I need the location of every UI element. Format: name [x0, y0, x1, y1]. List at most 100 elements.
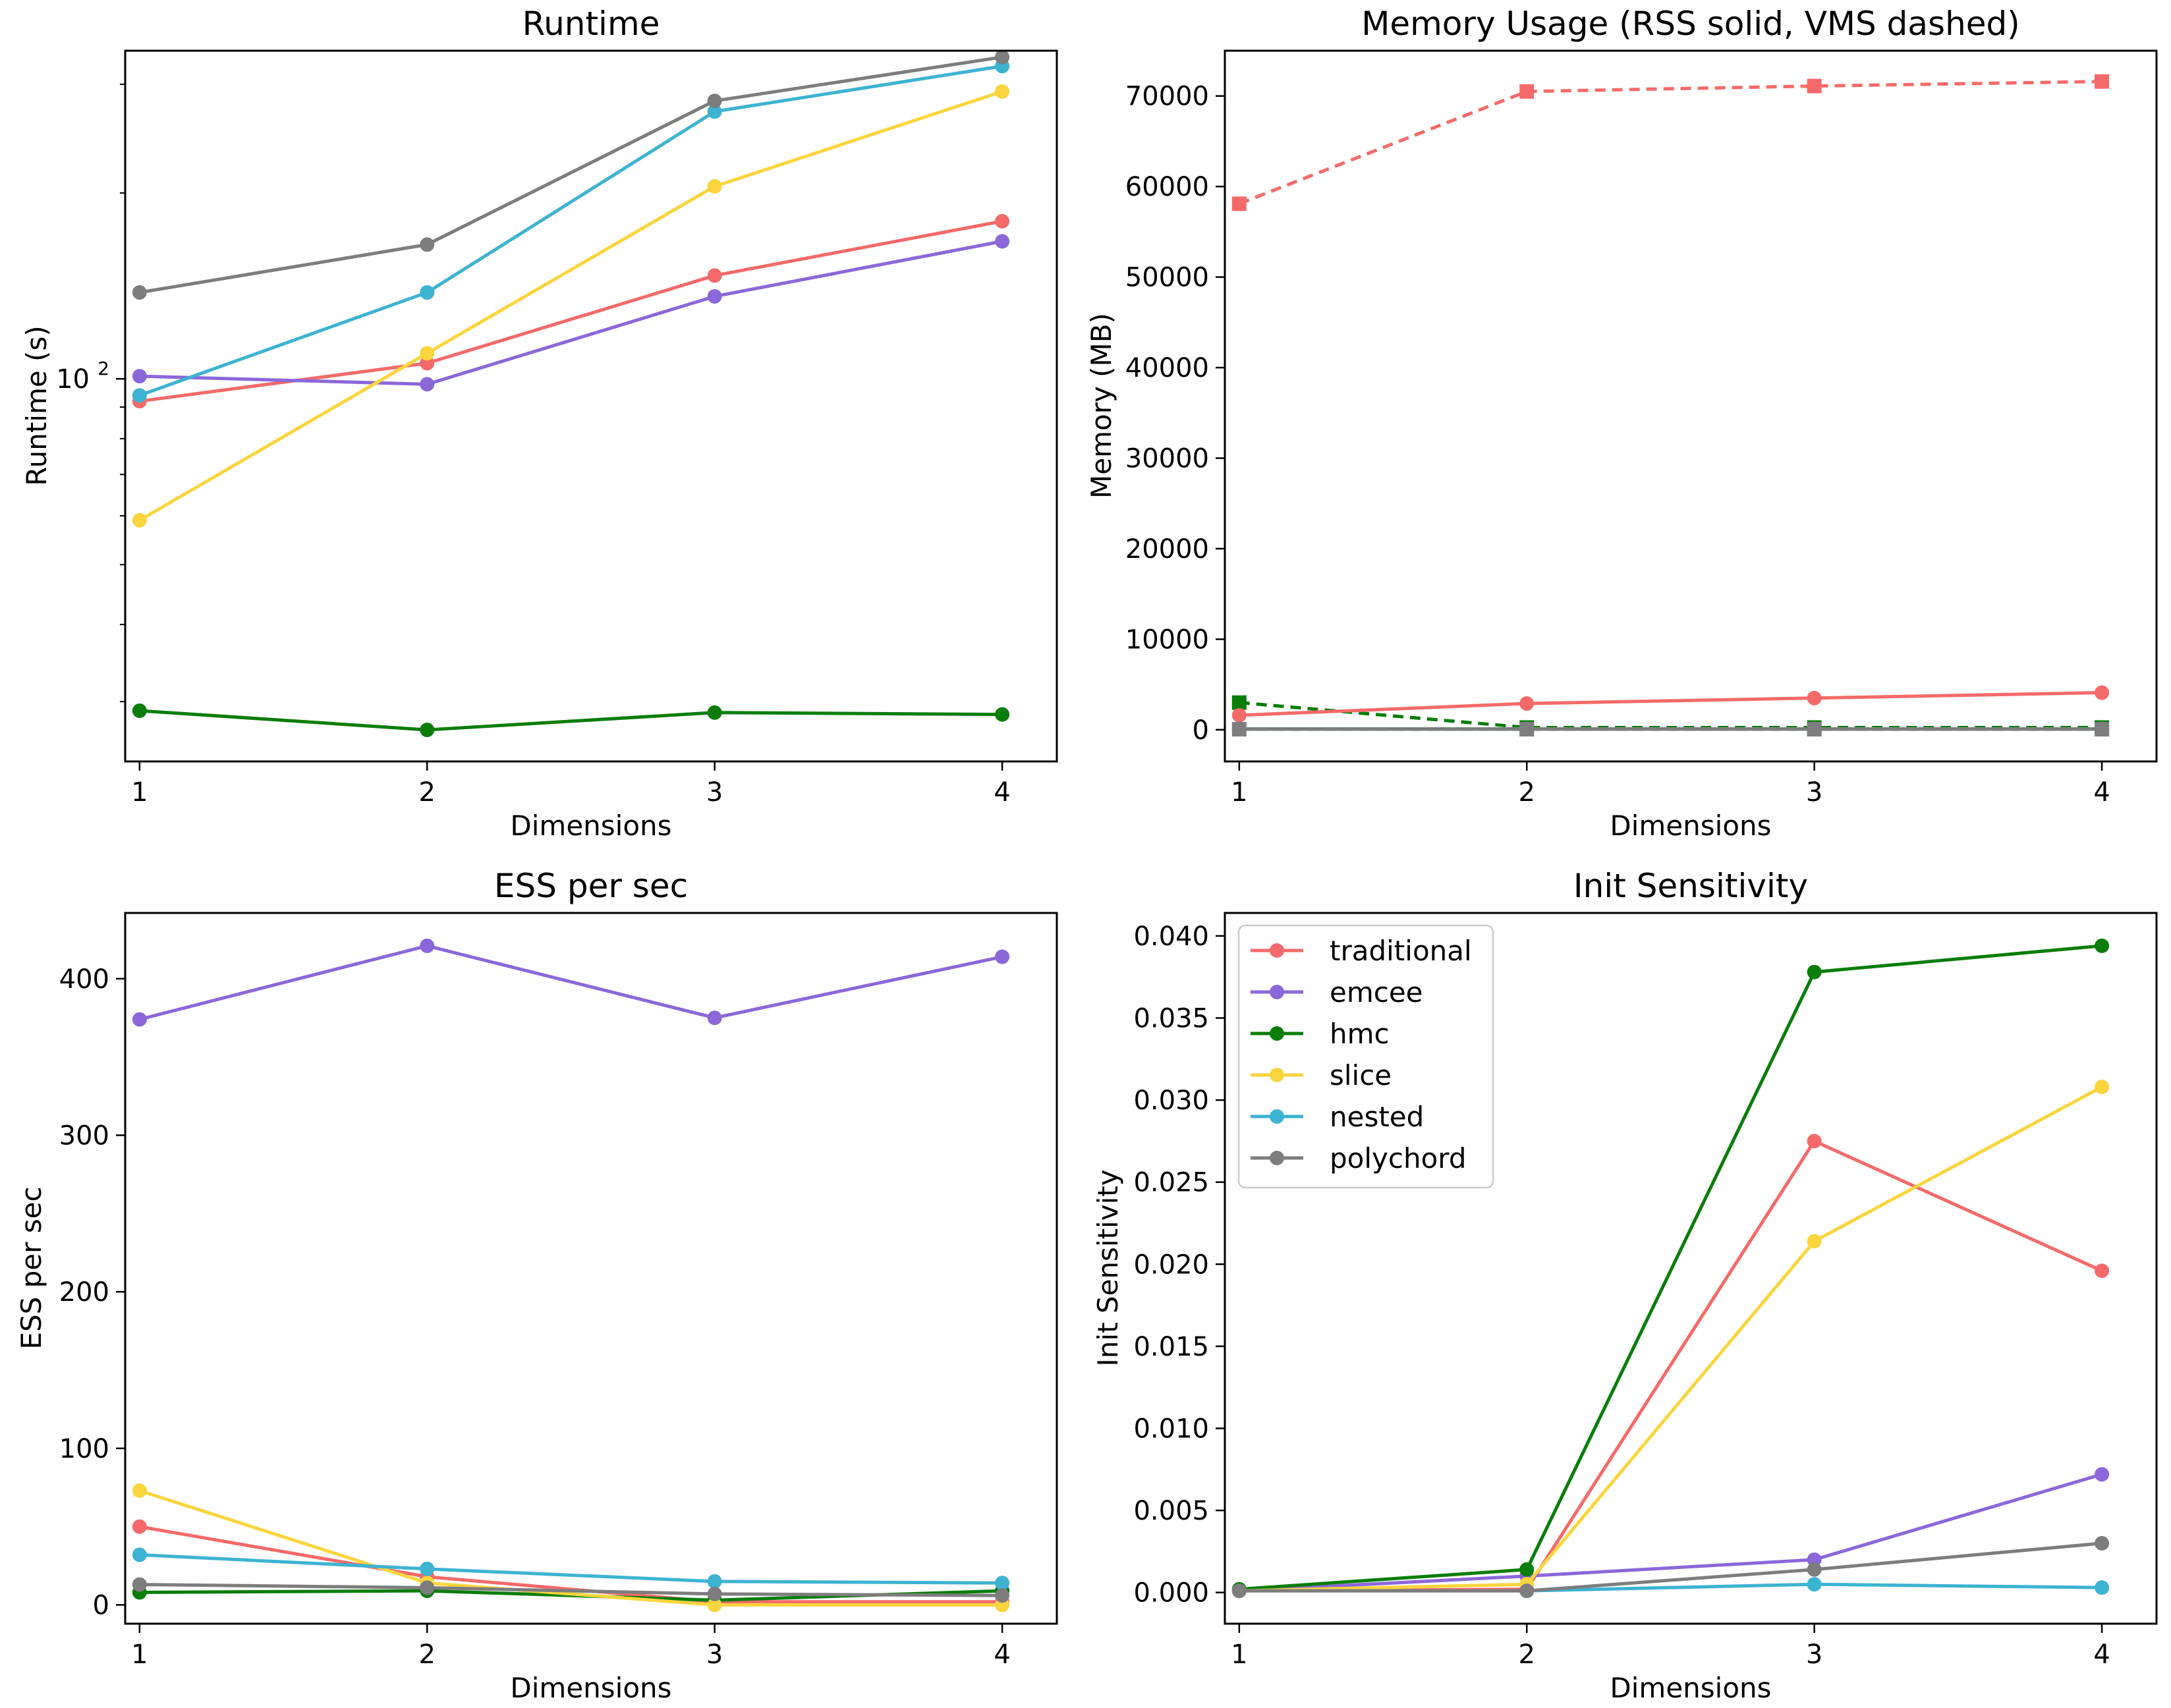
memory-panel: Memory Usage (RSS solid, VMS dashed) Dim… — [1085, 5, 2158, 842]
runtime-traditional-line — [139, 219, 1003, 403]
runtime-polychord-point — [420, 237, 435, 252]
runtime-slice-line — [138, 90, 1003, 522]
runtime-hmc-point — [707, 705, 722, 720]
memory-ylabel: Memory (MB) — [1085, 313, 1117, 499]
init-xtick-label: 1 — [1231, 1639, 1247, 1670]
ess-emcee-point — [132, 1012, 147, 1027]
runtime-polychord-point — [707, 94, 722, 109]
ess-xtick-label: 2 — [419, 1639, 436, 1670]
ess-xlabel: Dimensions — [510, 1672, 671, 1704]
ess-ytick-label: 100 — [59, 1434, 109, 1464]
legend-items: traditional emcee hmc slice nested polychord — [1251, 935, 1472, 1174]
runtime-emcee-point — [707, 289, 722, 304]
ess-xtick-label: 3 — [706, 1639, 723, 1670]
runtime-xtick-label: 3 — [706, 777, 723, 808]
ess-polychord-point — [132, 1577, 147, 1592]
init-ytick-label: 0.025 — [1133, 1168, 1209, 1198]
init-polychord-line — [1239, 1541, 2102, 1593]
ess-polychord-line — [139, 1583, 1003, 1597]
memory-ytick-label: 30000 — [1125, 444, 1209, 474]
ess-nested-point — [707, 1574, 722, 1589]
memory-ticks: 1 2 3 4 0 10000 20000 30000 40000 50000 60000 70000 — [1125, 82, 2110, 808]
runtime-hmc-point — [995, 707, 1010, 722]
runtime-slice-point — [420, 346, 435, 361]
legend-emcee-marker — [1270, 985, 1284, 999]
runtime-emcee-point — [420, 377, 435, 392]
init-ytick-label: 0.005 — [1133, 1496, 1209, 1526]
ess-slice-point — [132, 1483, 147, 1498]
memory-title: Memory Usage (RSS solid, VMS dashed) — [1361, 5, 2020, 43]
runtime-xtick-label: 4 — [994, 777, 1010, 808]
ess-traditional-point — [132, 1519, 147, 1534]
init-hmc-line — [1239, 944, 2102, 1591]
init-emcee-point — [2095, 1467, 2110, 1482]
ess-xtick-label: 1 — [131, 1639, 148, 1670]
init-ticks: 1 2 3 4 0.000 0.005 0.010 0.015 0.020 0.025 0.030 0… — [1133, 922, 2110, 1670]
memory-traditional-vms-line — [1238, 80, 2102, 206]
memory-traditional-vms-point — [1231, 196, 1247, 211]
runtime-emcee-point — [132, 369, 147, 384]
ess-ytick-label: 200 — [59, 1277, 109, 1308]
legend-slice-marker — [1270, 1068, 1284, 1082]
ess-ylabel: ESS per sec — [15, 1186, 47, 1349]
memory-xtick-label: 2 — [1519, 777, 1535, 808]
legend-hmc-marker — [1270, 1026, 1284, 1041]
legend-traditional-label: traditional — [1330, 935, 1472, 967]
runtime-xtick-label: 1 — [131, 777, 148, 808]
runtime-ytick-exponent: 2 — [98, 358, 109, 379]
runtime-emcee-point — [995, 234, 1010, 249]
runtime-xtick-label: 2 — [419, 777, 436, 808]
memory-polychord-point — [2095, 721, 2110, 736]
memory-traditional-point — [1807, 690, 1822, 705]
memory-ytick-label: 20000 — [1125, 534, 1209, 565]
ess-polychord-point — [420, 1580, 435, 1595]
ess-xtick-label: 4 — [994, 1639, 1010, 1670]
init-slice-line — [1239, 1085, 2103, 1593]
init-nested-point — [2095, 1580, 2110, 1595]
init-xtick-label: 2 — [1519, 1639, 1535, 1670]
ess-plot-frame — [124, 912, 1058, 1625]
init-hmc-point — [2095, 938, 2110, 953]
init-slice-point — [2095, 1080, 2110, 1095]
memory-hmc-vms-line — [1239, 701, 2102, 729]
runtime-nested-point — [420, 285, 435, 300]
runtime-traditional-point — [707, 268, 722, 283]
init-hmc-point — [1519, 1562, 1535, 1577]
init-polychord-point — [1807, 1562, 1822, 1577]
ess-panel: ESS per sec Dimensions ESS per sec 1 2 3 40… — [15, 867, 1058, 1704]
legend-nested-label: nested — [1330, 1101, 1424, 1133]
legend-nested-marker — [1270, 1109, 1284, 1124]
runtime-panel: Runtime Dimensions Runtime (s) 1 2 3 4 10 2 — [20, 5, 1058, 842]
init-plot-frame — [1224, 912, 2158, 1625]
ess-slice-point — [707, 1597, 722, 1612]
runtime-polychord-point — [132, 285, 147, 300]
init-series — [1231, 938, 2110, 1599]
init-xlabel: Dimensions — [1610, 1672, 1771, 1704]
legend: traditional emcee hmc slice nested polychord — [1237, 924, 1494, 1189]
init-emcee-line — [1239, 1472, 2102, 1593]
runtime-ytick-label: 10 — [56, 364, 90, 395]
memory-traditional-point — [1231, 707, 1247, 723]
init-nested-point — [1807, 1577, 1822, 1592]
memory-series — [1231, 74, 2110, 737]
memory-hmc-vms-point — [1231, 695, 1247, 710]
runtime-hmc-point — [132, 703, 147, 718]
memory-plot-frame — [1224, 49, 2158, 763]
runtime-slice-point — [995, 84, 1010, 99]
runtime-slice-point — [707, 179, 722, 194]
memory-ytick-label: 40000 — [1125, 353, 1209, 383]
init-polychord-point — [1231, 1584, 1247, 1599]
init-traditional-point — [1807, 1134, 1822, 1149]
legend-emcee-label: emcee — [1330, 976, 1423, 1008]
ess-nested-point — [132, 1547, 147, 1562]
runtime-polychord-line — [139, 55, 1003, 294]
ess-emcee-point — [995, 949, 1010, 964]
runtime-polychord-point — [995, 49, 1010, 65]
init-traditional-point — [2095, 1263, 2110, 1279]
runtime-traditional-point — [995, 213, 1010, 229]
legend-hmc-label: hmc — [1330, 1018, 1390, 1050]
init-ytick-label: 0.040 — [1133, 922, 1209, 952]
memory-ytick-label: 50000 — [1125, 263, 1209, 293]
memory-traditional-line — [1239, 691, 2102, 717]
